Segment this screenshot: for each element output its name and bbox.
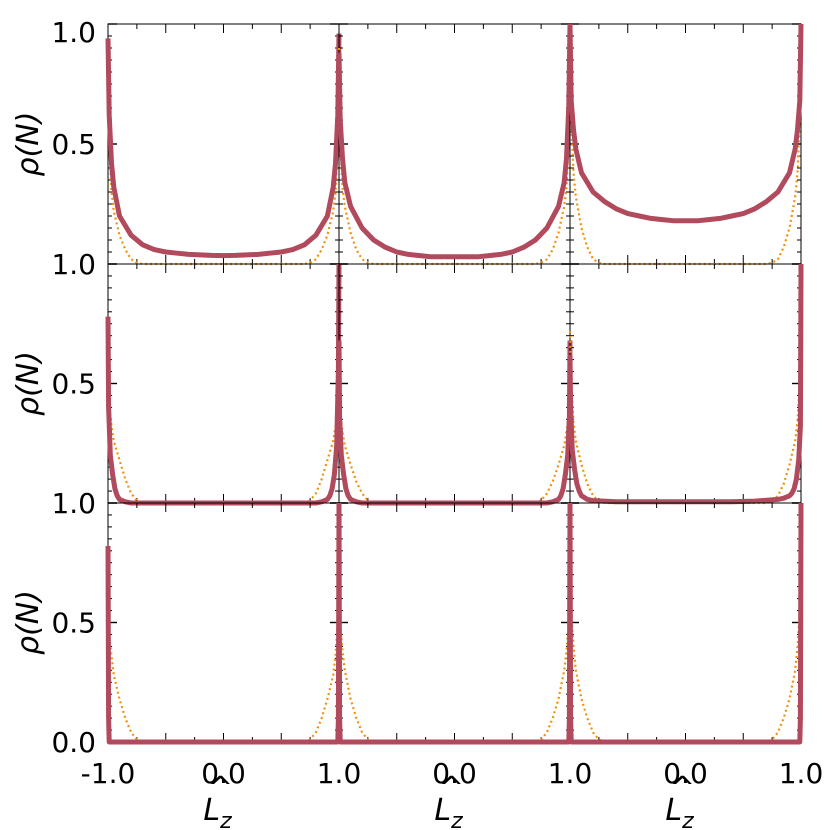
x-tick-label: 0.0 [663,757,708,790]
x-axis-label: Lz^ [434,771,464,830]
panel-frame [569,23,802,265]
panel-frame [338,263,571,504]
panel-frame [107,263,340,504]
y-tick-label: 0.5 [51,128,96,161]
y-tick-label: 1.0 [51,487,96,520]
x-axis-label-sub: z [681,809,694,830]
panel-grid [105,23,804,745]
series-line-dotted [568,569,803,744]
series-line-dotted [106,579,341,744]
x-tick-label: 1.0 [317,757,362,790]
y-tick-label: 1.0 [51,248,96,281]
y-axis-label: ρ(N) [11,112,46,177]
panel-r2c2 [336,263,573,506]
panel-frame [338,502,571,743]
x-tick-label: 0.0 [201,757,246,790]
panel-r1c1 [105,23,342,266]
x-tick-label: 1.0 [779,757,824,790]
series-line-dotted [337,397,572,505]
panel-frame [569,263,802,504]
panel-r3c2 [336,502,573,745]
x-axis-label: Lz^ [203,771,233,830]
y-tick-label: 0.5 [51,368,96,401]
series-line-thick [567,23,804,224]
panel-frame [569,502,802,743]
x-tick-label: 1.0 [548,757,593,790]
series-line-dotted [568,330,803,505]
x-axis-label-hat: ^ [208,771,233,806]
series-line-dotted [337,569,572,744]
x-tick-label: -1.0 [81,757,136,790]
x-tick-label: 0.0 [432,757,477,790]
panel-frame [107,502,340,743]
series-line-thick [105,33,342,259]
series-line-thick [567,263,804,505]
series-line-thick [336,502,573,745]
panel-r3c3 [567,502,804,745]
series-line-thick [105,502,342,745]
x-axis-label-main: Lz [434,793,463,830]
x-axis-label-hat: ^ [439,771,464,806]
series-line-dotted [568,28,803,266]
x-axis-label-sub: z [450,809,463,830]
y-axis-label: ρ(N) [11,351,46,416]
series-line-dotted [337,47,572,266]
x-axis-label-sub: z [219,809,232,830]
y-tick-label: 0.0 [51,726,96,759]
y-tick-label: 0.5 [51,607,96,640]
panel-r2c3 [567,263,804,505]
panel-r3c1 [105,502,342,745]
x-axis-label-hat: ^ [670,771,695,806]
axis-labels: 1.00.51.0ρ(N)0.51.0ρ(N)0.50.0ρ(N)-1.0 0.0… [11,16,823,830]
panel-r1c3 [567,23,804,266]
series-line-thick [336,23,573,260]
series-line-dotted [106,335,341,505]
series-line-dotted [106,47,341,266]
series-line-thick [105,263,342,506]
y-tick-label: 1.0 [51,16,96,49]
panel-frame [107,23,340,265]
series-line-thick [336,340,573,506]
x-axis-label: Lz^ [665,771,695,830]
series-line-thick [567,502,804,745]
panel-frame [338,23,571,265]
y-axis-label: ρ(N) [11,590,46,655]
panel-r1c2 [336,23,573,266]
panel-r2c1 [105,263,342,506]
